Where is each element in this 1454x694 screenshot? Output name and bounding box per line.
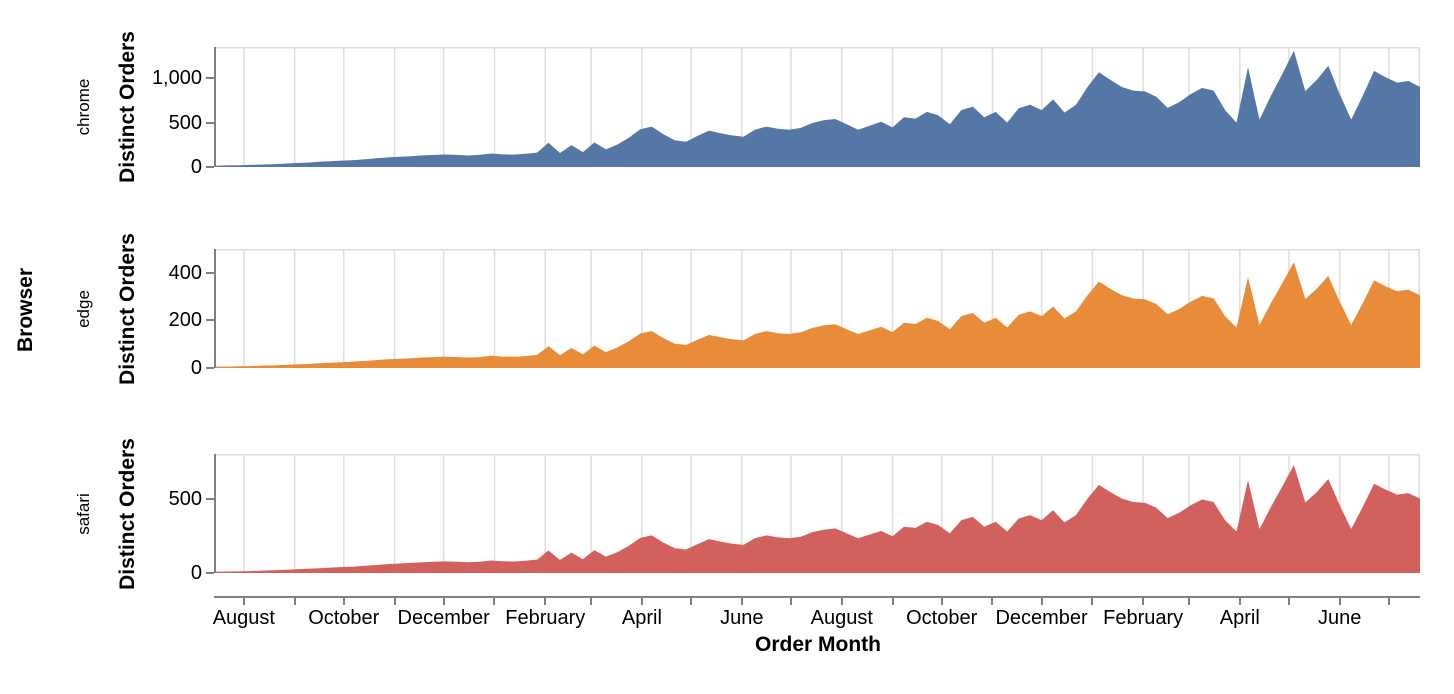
y-axis-domain-line [214, 454, 216, 573]
x-tick-label: October [906, 607, 978, 629]
x-tick-mark [789, 598, 792, 605]
x-tick-mark [891, 598, 894, 605]
x-tick-mark [1142, 598, 1145, 605]
x-tick-mark [1091, 598, 1094, 605]
y-axis-domain-line [214, 47, 216, 167]
y-tick-mark [206, 77, 214, 80]
y-tick-label: 0 [190, 562, 202, 584]
x-tick-mark [293, 598, 296, 605]
area-series-edge [216, 262, 1420, 368]
y-tick-label: 400 [168, 261, 202, 284]
x-tick-label: August [212, 607, 275, 629]
area-series-chrome [216, 50, 1420, 167]
x-tick-mark [640, 598, 643, 605]
x-tick-mark [940, 598, 943, 605]
y-tick-mark [206, 367, 214, 369]
y-tick-label: 200 [168, 309, 202, 332]
x-tick-mark [1338, 598, 1341, 605]
x-tick-mark [1287, 598, 1290, 605]
x-tick-mark [1238, 598, 1241, 605]
x-tick-label: December [995, 607, 1088, 629]
x-tick-label: October [308, 607, 380, 629]
facet-row-title: Browser [14, 267, 37, 353]
x-tick-label: June [1318, 607, 1362, 629]
y-tick-mark [206, 319, 214, 322]
facet-label-edge: edge [74, 289, 93, 328]
x-tick-label: December [397, 607, 490, 629]
x-tick-mark [493, 598, 496, 605]
x-tick-label: April [1219, 607, 1260, 629]
facet-label-chrome: chrome [74, 78, 93, 136]
y-tick-label: 500 [168, 111, 202, 134]
x-tick-mark [991, 598, 994, 605]
x-tick-label: June [720, 607, 764, 629]
area-series-safari [216, 465, 1420, 573]
y-tick-mark [206, 166, 214, 168]
x-tick-label: April [621, 607, 662, 629]
y-tick-label: 500 [168, 487, 202, 510]
x-tick-mark [393, 598, 396, 605]
facet-plot-chrome [216, 47, 1420, 167]
x-tick-mark [590, 598, 593, 605]
x-tick-label: February [1103, 607, 1184, 629]
x-tick-mark [342, 598, 345, 605]
x-tick-mark [690, 598, 693, 605]
x-tick-label: February [505, 607, 586, 629]
x-tick-mark [1188, 598, 1191, 605]
x-tick-mark [1040, 598, 1043, 605]
x-tick-mark [1387, 598, 1390, 605]
y-tick-mark [206, 497, 214, 500]
facet-plot-edge [216, 249, 1420, 368]
x-tick-label: August [810, 607, 873, 629]
x-tick-mark [740, 598, 743, 605]
facet-label-safari: safari [74, 492, 93, 535]
y-tick-mark [206, 271, 214, 274]
y-tick-label: 0 [190, 357, 202, 379]
y-tick-mark [206, 121, 214, 124]
x-tick-mark [242, 598, 245, 605]
x-axis-domain-line [214, 596, 1420, 598]
x-tick-mark [840, 598, 843, 605]
y-tick-mark [206, 572, 214, 574]
y-axis-domain-line [214, 249, 216, 368]
x-tick-mark [442, 598, 445, 605]
x-tick-mark [544, 598, 547, 605]
y-tick-label: 1,000 [151, 67, 202, 90]
x-axis-title: Order Month [755, 633, 881, 656]
facet-plot-safari [216, 454, 1420, 573]
y-tick-label: 0 [190, 156, 202, 178]
